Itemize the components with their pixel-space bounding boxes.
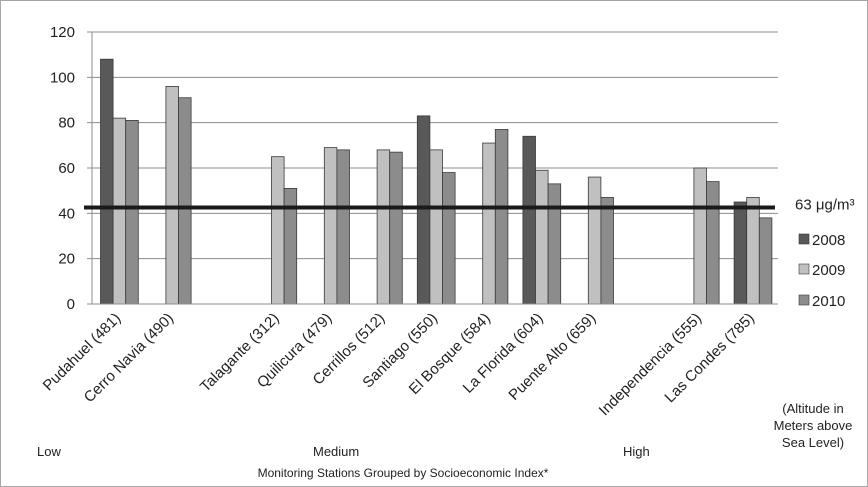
reference-line-label: 63 μg/m³ bbox=[795, 197, 855, 214]
bar bbox=[165, 86, 179, 305]
y-tick-label: 40 bbox=[58, 205, 75, 222]
note-line-2: Meters above bbox=[774, 418, 853, 433]
y-tick-label: 100 bbox=[50, 69, 75, 86]
bar bbox=[336, 149, 350, 305]
bar bbox=[112, 117, 127, 305]
legend-label: 2010 bbox=[812, 293, 845, 310]
y-tick-label: 60 bbox=[58, 160, 75, 177]
bar bbox=[535, 169, 549, 305]
bar bbox=[376, 149, 391, 305]
bar bbox=[429, 149, 443, 305]
bar bbox=[416, 115, 431, 305]
note-line-1: (Altitude in bbox=[782, 401, 843, 416]
x-axis-title: Monitoring Stations Grouped by Socioecon… bbox=[258, 466, 549, 480]
bar bbox=[693, 167, 707, 305]
bar bbox=[442, 172, 456, 305]
bar bbox=[482, 142, 496, 305]
group-label-medium: Medium bbox=[313, 444, 359, 459]
bar bbox=[323, 147, 338, 305]
bar bbox=[706, 181, 720, 305]
y-tick-label: 20 bbox=[58, 251, 75, 268]
legend-swatch bbox=[798, 263, 810, 275]
y-tick-label: 80 bbox=[58, 115, 75, 132]
bar bbox=[733, 201, 748, 305]
bar bbox=[746, 197, 760, 305]
legend-swatch bbox=[798, 233, 810, 245]
legend: 2008 2009 2010 bbox=[798, 232, 845, 310]
bar bbox=[100, 58, 114, 305]
gridlines bbox=[92, 31, 778, 260]
legend-swatch bbox=[798, 294, 810, 306]
y-tick-labels: 0 20 40 60 80 100 120 bbox=[50, 24, 92, 313]
legend-label: 2008 bbox=[812, 232, 845, 249]
bar bbox=[600, 197, 614, 305]
y-tick-label: 120 bbox=[50, 24, 75, 41]
altitude-note: (Altitude in Meters above Sea Level) bbox=[774, 401, 853, 450]
y-tick-label: 0 bbox=[67, 296, 75, 313]
group-label-low: Low bbox=[37, 444, 61, 459]
bar bbox=[125, 120, 139, 305]
bar bbox=[271, 156, 285, 305]
legend-label: 2009 bbox=[812, 262, 845, 279]
bar bbox=[389, 151, 403, 305]
bar bbox=[178, 97, 192, 305]
note-line-3: Sea Level) bbox=[782, 435, 844, 450]
bar bbox=[587, 176, 602, 305]
bar bbox=[758, 217, 773, 305]
group-label-high: High bbox=[623, 444, 650, 459]
bar bbox=[522, 135, 536, 305]
bar bbox=[494, 129, 509, 305]
bar bbox=[547, 183, 562, 305]
